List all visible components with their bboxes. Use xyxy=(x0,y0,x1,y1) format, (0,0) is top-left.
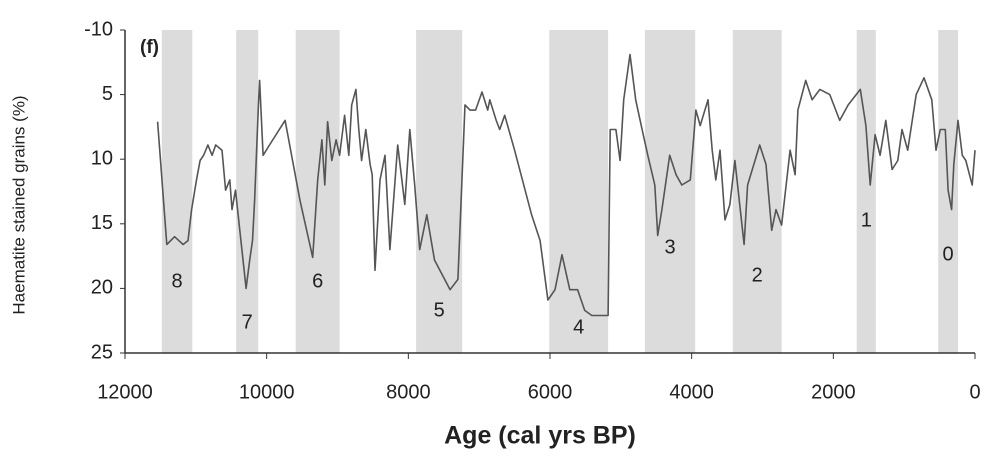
panel-label: (f) xyxy=(140,37,159,58)
shaded-band xyxy=(236,30,259,353)
x-tick-label: 8000 xyxy=(386,381,431,403)
y-tick-label: 20 xyxy=(91,277,113,299)
y-tick-label: -10 xyxy=(84,18,113,40)
band-label: 2 xyxy=(752,264,763,286)
shaded-band xyxy=(416,30,463,353)
x-tick-label: 4000 xyxy=(669,381,714,403)
y-tick-label: 10 xyxy=(91,147,113,169)
shaded-band xyxy=(732,30,782,353)
y-tick-label: 15 xyxy=(91,212,113,234)
x-tick-label: 2000 xyxy=(811,381,856,403)
band-label: 5 xyxy=(434,299,445,321)
y-tick-label: 5 xyxy=(102,83,113,105)
band-label: 6 xyxy=(312,270,323,292)
band-label: 1 xyxy=(861,209,872,231)
band-label: 3 xyxy=(665,236,676,258)
shaded-band xyxy=(644,30,696,353)
shaded-band xyxy=(856,30,876,353)
shaded-band xyxy=(549,30,609,353)
y-tick-label: 25 xyxy=(91,341,113,363)
band-label: 7 xyxy=(242,311,253,333)
x-tick-label: 10000 xyxy=(239,381,295,403)
band-label: 8 xyxy=(172,270,183,292)
data-line xyxy=(156,53,976,317)
y-axis-label: Haematite stained grains (%) xyxy=(9,95,28,314)
band-label: 0 xyxy=(943,243,954,265)
x-tick-label: 0 xyxy=(969,381,980,403)
x-tick-label: 12000 xyxy=(97,381,153,403)
x-tick-label: 6000 xyxy=(528,381,573,403)
shaded-band xyxy=(161,30,193,353)
x-axis-label: Age (cal yrs BP) xyxy=(444,422,636,450)
band-label: 4 xyxy=(573,316,584,338)
